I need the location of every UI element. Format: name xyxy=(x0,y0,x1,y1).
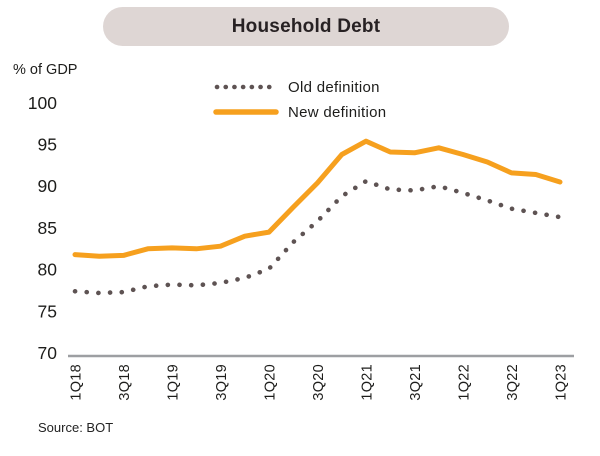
old-definition-dotted-line-sample xyxy=(214,84,278,90)
y-tick-label-75: 75 xyxy=(38,301,57,321)
x-tick-label-3Q22: 3Q22 xyxy=(505,364,521,401)
y-tick-label-100: 100 xyxy=(28,93,57,113)
chart-legend: Old definition New definition xyxy=(213,77,386,122)
new-definition-solid-line-sample xyxy=(213,109,279,115)
y-tick-label-95: 95 xyxy=(38,135,57,155)
chart-title-pill: Household Debt xyxy=(103,7,509,46)
y-tick-label-85: 85 xyxy=(38,218,57,238)
x-tick-label-3Q20: 3Q20 xyxy=(311,364,327,401)
source-note: Source: BOT xyxy=(38,420,114,435)
x-tick-label-3Q21: 3Q21 xyxy=(408,364,424,401)
x-tick-label-1Q18: 1Q18 xyxy=(69,364,85,401)
legend-label-new-definition: New definition xyxy=(288,103,387,121)
x-tick-label-1Q23: 1Q23 xyxy=(554,364,570,401)
x-tick-label-3Q18: 3Q18 xyxy=(117,364,133,401)
legend-item-new-definition: New definition xyxy=(213,102,386,122)
x-tick-label-1Q19: 1Q19 xyxy=(166,364,182,401)
x-tick-label-1Q20: 1Q20 xyxy=(263,364,279,401)
y-tick-label-90: 90 xyxy=(38,176,58,196)
x-tick-label-1Q22: 1Q22 xyxy=(457,364,473,401)
new-definition-line xyxy=(72,138,563,259)
y-axis-unit-label: % of GDP xyxy=(13,62,78,78)
old-definition-line xyxy=(72,178,563,296)
x-tick-label-1Q21: 1Q21 xyxy=(360,364,376,401)
x-tick-label-3Q19: 3Q19 xyxy=(214,364,230,401)
y-tick-label-80: 80 xyxy=(38,260,58,280)
chart-title: Household Debt xyxy=(231,15,381,37)
y-tick-label-70: 70 xyxy=(38,343,58,363)
legend-item-old-definition: Old definition xyxy=(213,77,386,97)
legend-label-old-definition: Old definition xyxy=(288,78,380,96)
